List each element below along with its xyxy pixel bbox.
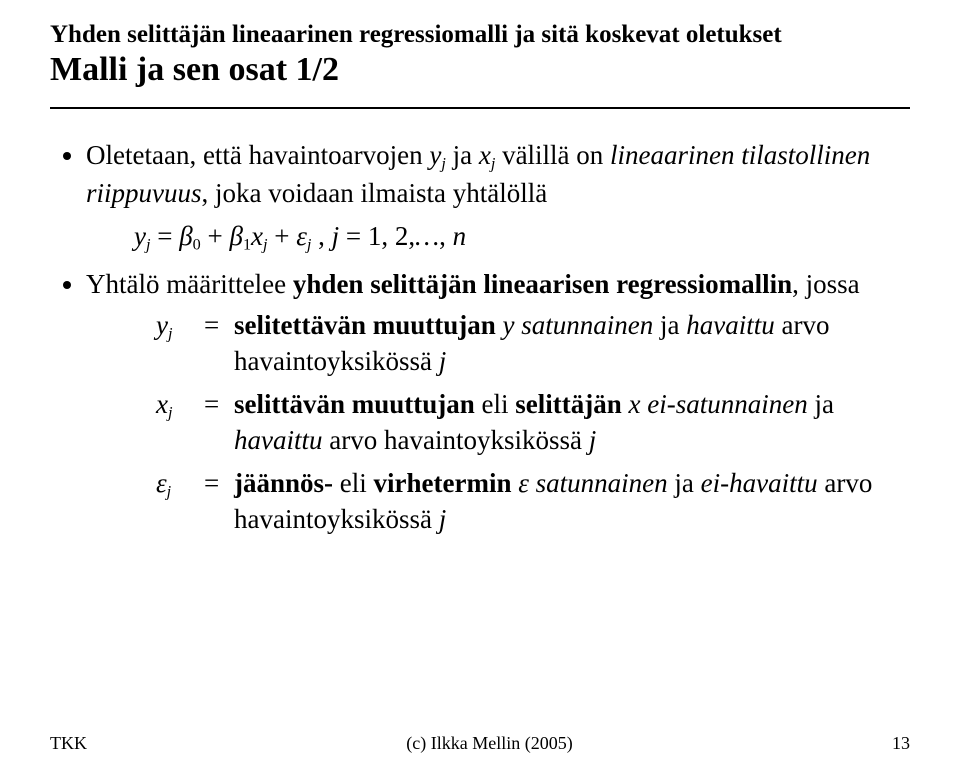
text-bold: yhden selittäjän lineaarisen regressioma… [293, 269, 792, 299]
text-bold: virhetermin [374, 468, 512, 498]
text: välillä on [495, 140, 610, 170]
divider [50, 107, 910, 109]
text-italic: ei-havaittu [701, 468, 818, 498]
def-symbol: xj [156, 386, 204, 424]
def-equals: = [204, 465, 234, 501]
title: Malli ja sen osat 1/2 [50, 50, 910, 89]
math-xj: xj [479, 140, 495, 170]
def-equals: = [204, 307, 234, 343]
footer: TKK 13 (c) Ilkka Mellin (2005) [50, 733, 910, 754]
text: , joka voidaan ilmaista yhtälöllä [202, 178, 548, 208]
footer-page-number: 13 [892, 733, 910, 754]
text: Yhtälö määrittelee [86, 269, 293, 299]
text: ja [808, 389, 834, 419]
def-row-y: yj = selitettävän muuttujan y satunnaine… [156, 307, 910, 380]
text-bold: selittäjän [515, 389, 621, 419]
text: ja [653, 310, 686, 340]
text: Oletetaan, että havaintoarvojen [86, 140, 429, 170]
footer-left: TKK [50, 733, 87, 754]
text-italic: satunnainen [514, 310, 653, 340]
def-symbol: εj [156, 465, 204, 503]
equation: yj = β0 + β1xj + εj , j = 1, 2,…, n [134, 218, 910, 256]
definition-list: yj = selitettävän muuttujan y satunnaine… [156, 307, 910, 538]
text-italic: ei-satunnainen [647, 389, 807, 419]
bullet-list: Oletetaan, että havaintoarvojen yj ja xj… [50, 137, 910, 537]
slide: Yhden selittäjän lineaarinen regressioma… [0, 0, 960, 768]
def-equals: = [204, 386, 234, 422]
text: ja [668, 468, 701, 498]
math-yj: yj [429, 140, 445, 170]
text: eli [333, 468, 374, 498]
text-italic: havaittu [686, 310, 775, 340]
text: arvo havaintoyksikössä [323, 425, 589, 455]
text-italic: satunnainen [536, 468, 668, 498]
def-text: jäännös- eli virhetermin ε satunnainen j… [234, 465, 910, 538]
text-bold: selitettävän muuttujan [234, 310, 496, 340]
def-row-x: xj = selittävän muuttujan eli selittäjän… [156, 386, 910, 459]
pretitle: Yhden selittäjän lineaarinen regressioma… [50, 20, 910, 50]
def-text: selittävän muuttujan eli selittäjän x ei… [234, 386, 910, 459]
def-row-eps: εj = jäännös- eli virhetermin ε satunnai… [156, 465, 910, 538]
text-italic: havaittu [234, 425, 323, 455]
text: eli [475, 389, 516, 419]
bullet-1: Oletetaan, että havaintoarvojen yj ja xj… [86, 137, 910, 256]
text: , jossa [792, 269, 860, 299]
body: Oletetaan, että havaintoarvojen yj ja xj… [50, 137, 910, 537]
text: ja [446, 140, 479, 170]
footer-center: (c) Ilkka Mellin (2005) [50, 733, 910, 754]
text-bold: jäännös- [234, 468, 333, 498]
def-text: selitettävän muuttujan y satunnainen ja … [234, 307, 910, 380]
text-bold: selittävän muuttujan [234, 389, 475, 419]
bullet-2: Yhtälö määrittelee yhden selittäjän line… [86, 266, 910, 537]
def-symbol: yj [156, 307, 204, 345]
